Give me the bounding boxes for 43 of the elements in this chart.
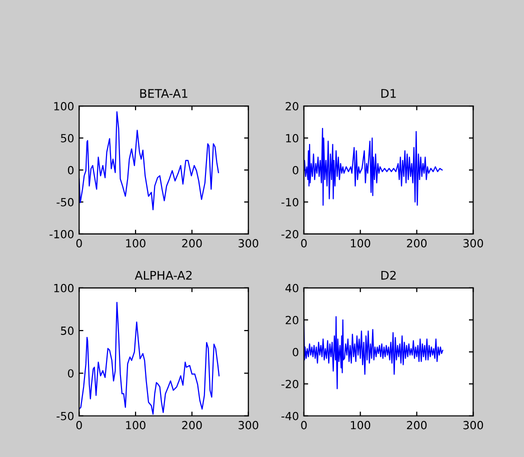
chart-title: BETA-A1 bbox=[140, 89, 188, 98]
x-tick-label: 0 bbox=[301, 239, 307, 248]
y-tick-label: -50 bbox=[56, 412, 74, 420]
x-tick-label: 200 bbox=[182, 239, 202, 248]
x-tick-label: 300 bbox=[238, 239, 258, 248]
x-tick-label: 300 bbox=[238, 420, 258, 430]
x-tick-label: 300 bbox=[463, 420, 484, 430]
x-tick-label: 100 bbox=[126, 420, 146, 430]
x-tick-label: 0 bbox=[301, 420, 307, 430]
line-series bbox=[79, 302, 220, 415]
y-tick-label: -20 bbox=[281, 380, 298, 388]
y-tick-label: 20 bbox=[286, 102, 298, 110]
line-series bbox=[304, 316, 444, 390]
x-tick-label: 100 bbox=[126, 239, 146, 248]
x-tick-label: 300 bbox=[463, 239, 484, 248]
y-tick-label: -10 bbox=[281, 198, 298, 206]
y-tick-label: 20 bbox=[286, 316, 298, 324]
x-tick-label: 200 bbox=[406, 420, 427, 430]
x-tick-label: 100 bbox=[350, 420, 370, 430]
y-tick-label: -20 bbox=[281, 230, 298, 238]
y-tick-label: 40 bbox=[285, 284, 298, 292]
x-tick-label: 0 bbox=[76, 239, 82, 248]
y-tick-label: 0 bbox=[68, 166, 74, 174]
y-tick-label: 0 bbox=[68, 369, 74, 378]
y-tick-label: 100 bbox=[54, 284, 74, 292]
y-tick-label: -50 bbox=[56, 198, 74, 206]
y-tick-label: 50 bbox=[60, 326, 74, 335]
x-tick-label: 100 bbox=[350, 239, 370, 248]
y-tick-label: 10 bbox=[286, 134, 298, 142]
y-tick-label: 50 bbox=[60, 134, 74, 142]
y-tick-label: -40 bbox=[281, 412, 298, 420]
x-tick-label: 200 bbox=[406, 239, 427, 248]
line-series bbox=[79, 111, 220, 210]
y-tick-label: 100 bbox=[54, 102, 74, 110]
y-tick-label: 0 bbox=[292, 348, 298, 356]
y-tick-label: 0 bbox=[292, 166, 298, 174]
x-tick-label: 200 bbox=[182, 420, 202, 430]
chart-title: D2 bbox=[381, 270, 396, 280]
y-tick-label: -100 bbox=[50, 230, 74, 238]
chart-title: ALPHA-A2 bbox=[134, 270, 192, 280]
line-series bbox=[304, 128, 443, 206]
x-tick-label: 0 bbox=[76, 420, 82, 430]
chart-title: D1 bbox=[381, 89, 396, 98]
